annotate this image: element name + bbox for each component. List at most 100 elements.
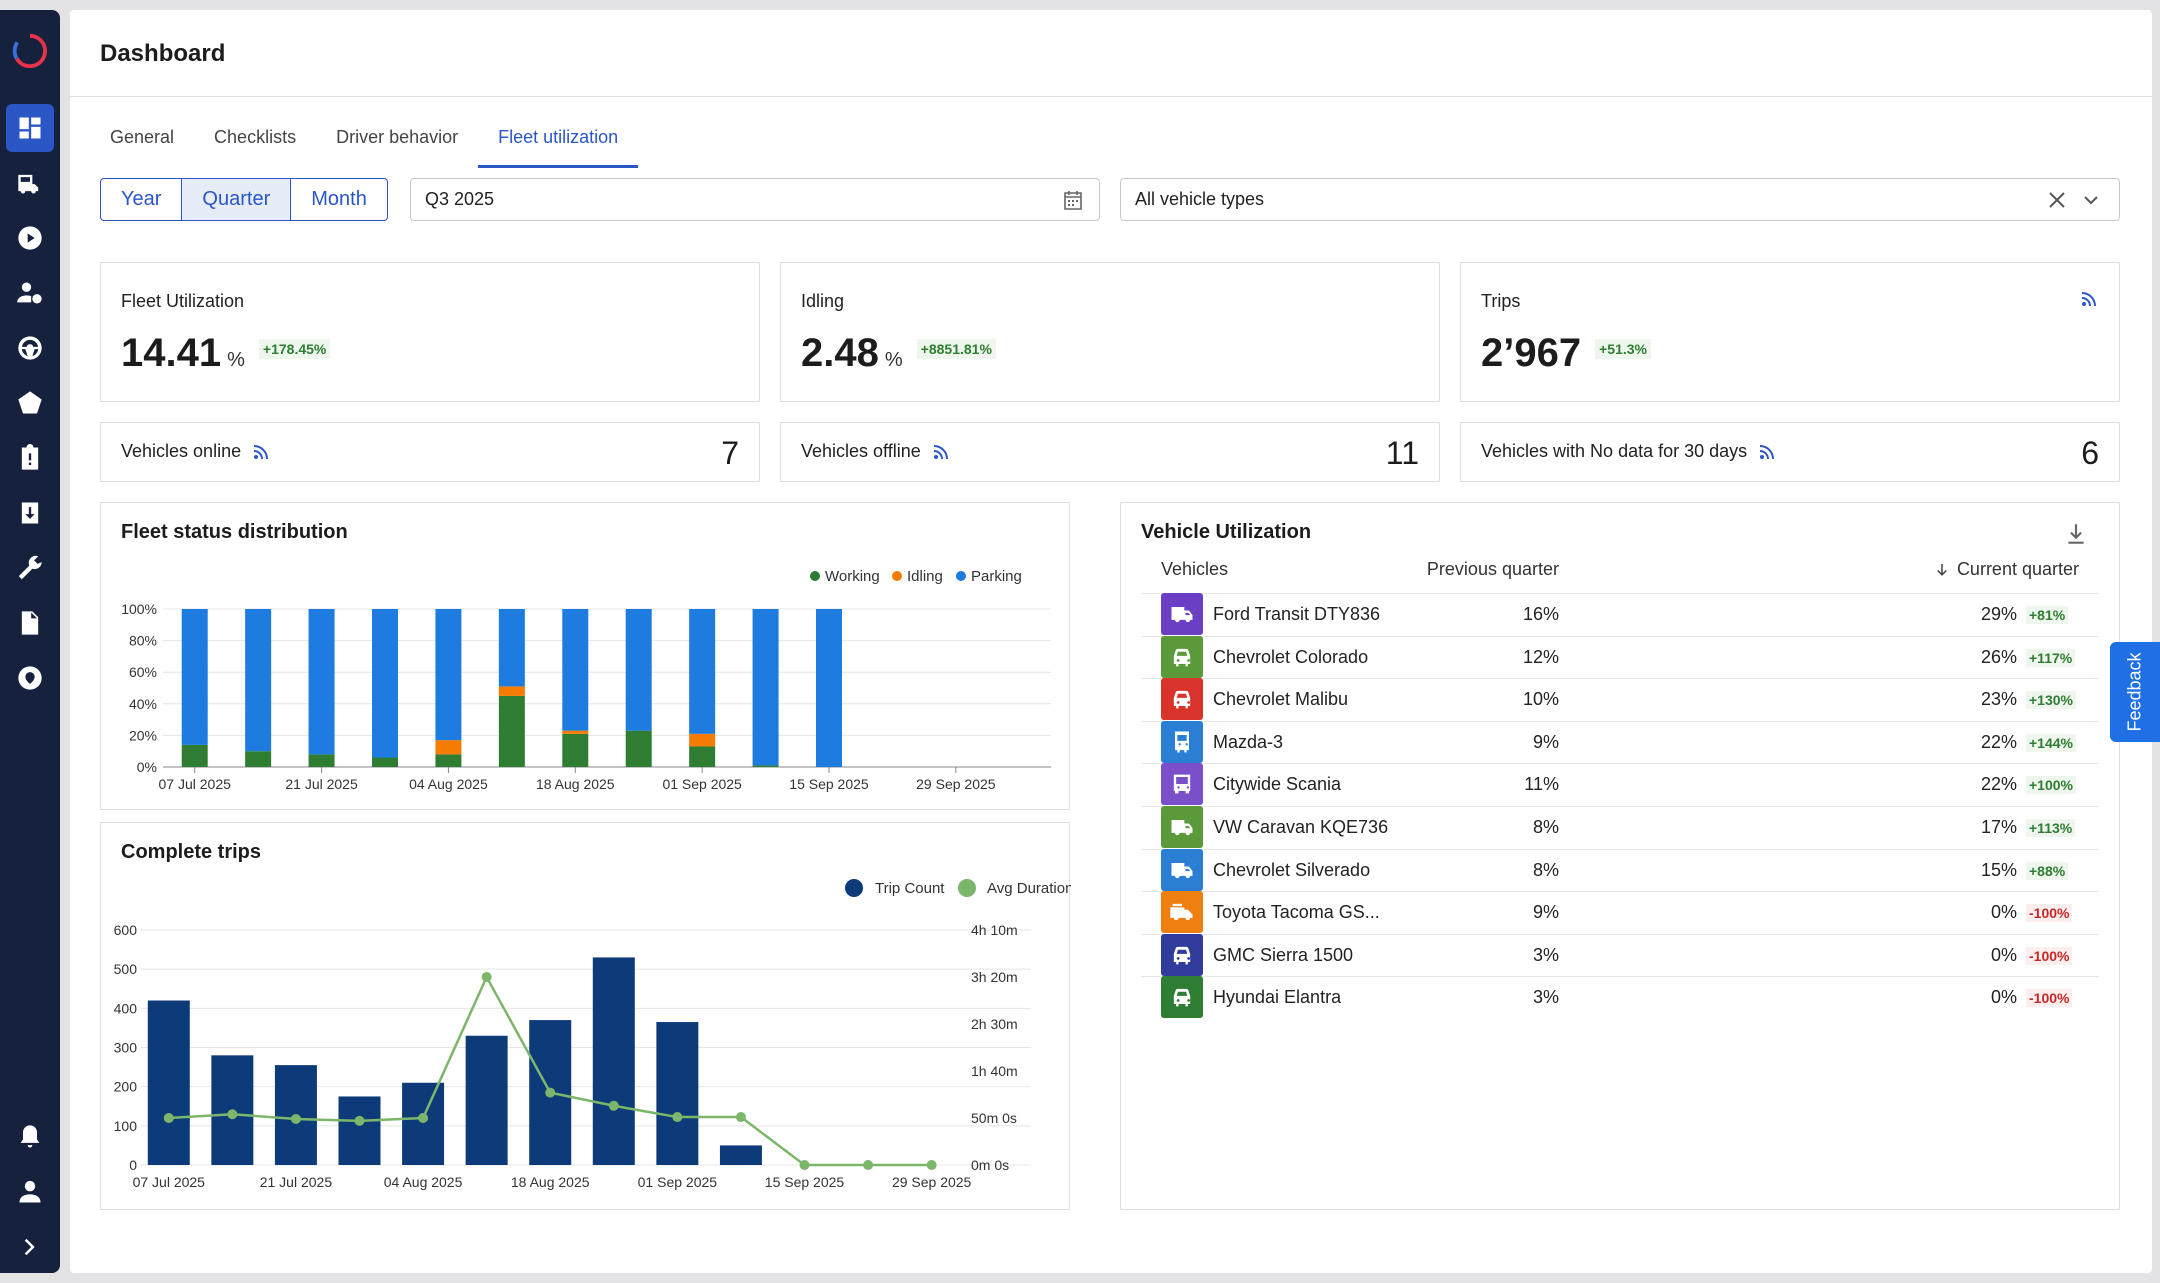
nav-wrench-icon[interactable]	[6, 544, 54, 592]
car-icon	[1161, 976, 1203, 1019]
bar-parking	[625, 609, 652, 731]
point-avg-duration	[290, 1113, 301, 1124]
bar-trip-count	[719, 1145, 762, 1165]
rss-live-icon	[1760, 444, 1775, 459]
col-header-vehicles[interactable]: Vehicles	[1161, 559, 1229, 579]
y-right-tick-label: 50m 0s	[971, 1110, 1017, 1126]
change-badge: -100%	[2026, 904, 2073, 923]
change-badge: +117%	[2026, 648, 2076, 667]
current-quarter-value: 15%	[1980, 859, 2017, 880]
y-left-tick-label: 400	[114, 1000, 138, 1016]
current-quarter-value: 26%	[1980, 646, 2017, 667]
point-avg-duration	[735, 1112, 746, 1123]
table-row[interactable]: Chevrolet Silverado 8% 15% +88%	[1141, 848, 2099, 892]
nav-download-icon[interactable]	[6, 489, 54, 537]
table-row[interactable]: Mazda-3 9% 22% +144%	[1141, 720, 2099, 764]
tab-general[interactable]: General	[110, 127, 175, 147]
notifications-bell-icon[interactable]	[6, 1113, 54, 1161]
table-row[interactable]: GMC Sierra 1500 3% 0% -100%	[1141, 933, 2099, 977]
chevron-down-icon[interactable]	[2079, 188, 2103, 212]
col-header-previous[interactable]: Previous quarter	[1426, 559, 1559, 579]
nav-document-icon[interactable]	[6, 599, 54, 647]
y-right-tick-label: 3h 20m	[971, 969, 1018, 985]
nav-drivers-icon[interactable]	[6, 269, 54, 317]
idling-value: 2.48	[801, 331, 879, 375]
table-row[interactable]: Ford Transit DTY836 16% 29% +81%	[1141, 593, 2099, 636]
nav-checklist-icon[interactable]	[6, 434, 54, 482]
y-left-tick-label: 500	[114, 961, 138, 977]
previous-quarter-value: 16%	[1522, 604, 1559, 624]
bar-parking	[245, 609, 272, 752]
user-profile-icon[interactable]	[6, 1168, 54, 1216]
vehicle-name[interactable]: Chevrolet Silverado	[1213, 859, 1371, 880]
vehicle-name[interactable]: Citywide Scania	[1213, 774, 1342, 795]
y-tick-label: 80%	[129, 633, 157, 649]
idling-delta: +8851.81%	[916, 339, 996, 359]
bar-idling	[689, 733, 716, 747]
tab-checklists[interactable]: Checklists	[214, 127, 297, 147]
bar-parking	[372, 609, 398, 758]
nav-geofence-icon[interactable]	[6, 379, 54, 427]
table-row[interactable]: Toyota Tacoma GS... 9% 0% -100%	[1141, 891, 2099, 934]
change-badge: +88%	[2026, 861, 2069, 880]
point-avg-duration	[545, 1087, 556, 1098]
legend-idling-marker	[892, 571, 902, 581]
previous-quarter-value: 12%	[1522, 646, 1559, 667]
vehicles-nodata-card[interactable]: Vehicles with No data for 30 days 6	[1460, 422, 2120, 482]
period-quarter-button[interactable]: Quarter	[182, 179, 292, 220]
period-month-button[interactable]: Month	[311, 188, 367, 210]
table-row[interactable]: Hyundai Elantra 3% 0% -100%	[1141, 976, 2099, 1019]
x-tick-label: 29 Sep 2025	[892, 1174, 972, 1190]
x-tick-label: 04 Aug 2025	[384, 1174, 463, 1190]
current-quarter-value: 17%	[1980, 817, 2017, 837]
vehicles-offline-label: Vehicles offline	[801, 441, 921, 461]
vehicles-online-label: Vehicles online	[121, 441, 242, 461]
expand-sidebar-chevron-icon[interactable]	[6, 1223, 54, 1271]
fleet-utilization-label: Fleet Utilization	[121, 291, 245, 311]
vehicle-name[interactable]: Toyota Tacoma GS...	[1213, 902, 1380, 923]
nav-steering-wheel-icon[interactable]	[6, 324, 54, 372]
table-row[interactable]: VW Caravan KQE736 8% 17% +113%	[1141, 806, 2099, 849]
bar-idling	[562, 730, 589, 734]
page-title: Dashboard	[100, 40, 226, 67]
vehicle-name[interactable]: Mazda-3	[1213, 731, 1284, 752]
vehicle-utilization-card: Vehicle Utilization Vehicles Previous qu…	[1120, 502, 2120, 1210]
nav-vehicles-icon[interactable]	[6, 159, 54, 207]
vehicle-name[interactable]: VW Caravan KQE736	[1213, 817, 1389, 837]
table-row[interactable]: Chevrolet Malibu 10% 23% +130%	[1141, 678, 2099, 721]
vehicle-name[interactable]: Chevrolet Colorado	[1213, 646, 1369, 667]
period-year-button[interactable]: Year	[101, 179, 183, 220]
period-toggle: Year Quarter Month	[100, 178, 388, 221]
tab-bar: General Checklists Driver behavior Fleet…	[90, 106, 639, 168]
nav-play-icon[interactable]	[6, 214, 54, 262]
tab-fleet-utilization[interactable]: Fleet utilization	[478, 106, 639, 168]
sort-arrow-down-icon[interactable]	[1933, 561, 1951, 579]
change-badge: +144%	[2026, 733, 2076, 752]
date-picker-input[interactable]: Q3 2025	[410, 178, 1100, 221]
vehicles-nodata-label-group: Vehicles with No data for 30 days	[1481, 441, 1775, 462]
clear-x-icon[interactable]	[2045, 188, 2069, 212]
change-badge: +100%	[2026, 776, 2076, 795]
vehicle-name[interactable]: Chevrolet Malibu	[1213, 689, 1349, 710]
vehicle-name[interactable]: Hyundai Elantra	[1213, 987, 1342, 1008]
vehicles-online-card[interactable]: Vehicles online 7	[100, 422, 760, 482]
nav-location-icon[interactable]	[6, 654, 54, 702]
vehicle-name[interactable]: GMC Sierra 1500	[1213, 944, 1354, 965]
x-tick-label: 29 Sep 2025	[916, 776, 996, 792]
table-row[interactable]: Citywide Scania 11% 22% +100%	[1141, 763, 2099, 806]
tab-driver-behavior[interactable]: Driver behavior	[336, 127, 459, 147]
calendar-icon[interactable]	[1061, 188, 1085, 212]
table-row[interactable]: Chevrolet Colorado 12% 26% +117%	[1141, 635, 2099, 679]
download-icon[interactable]	[2063, 521, 2089, 547]
app-logo-icon[interactable]	[11, 32, 49, 70]
nav-dashboard-icon[interactable]	[6, 104, 54, 152]
bar-trip-count	[592, 957, 635, 1165]
vehicle-name[interactable]: Ford Transit DTY836	[1213, 604, 1381, 624]
trips-value: 2’967	[1481, 331, 1582, 375]
bar-parking	[435, 609, 462, 741]
vehicles-offline-card[interactable]: Vehicles offline 11	[780, 422, 1440, 482]
vehicles-online-label-group: Vehicles online	[121, 441, 269, 462]
vehicle-type-select[interactable]: All vehicle types	[1120, 178, 2120, 221]
col-header-current-group[interactable]: Current quarter	[1933, 559, 2079, 580]
feedback-tab[interactable]: Feedback	[2110, 642, 2160, 742]
